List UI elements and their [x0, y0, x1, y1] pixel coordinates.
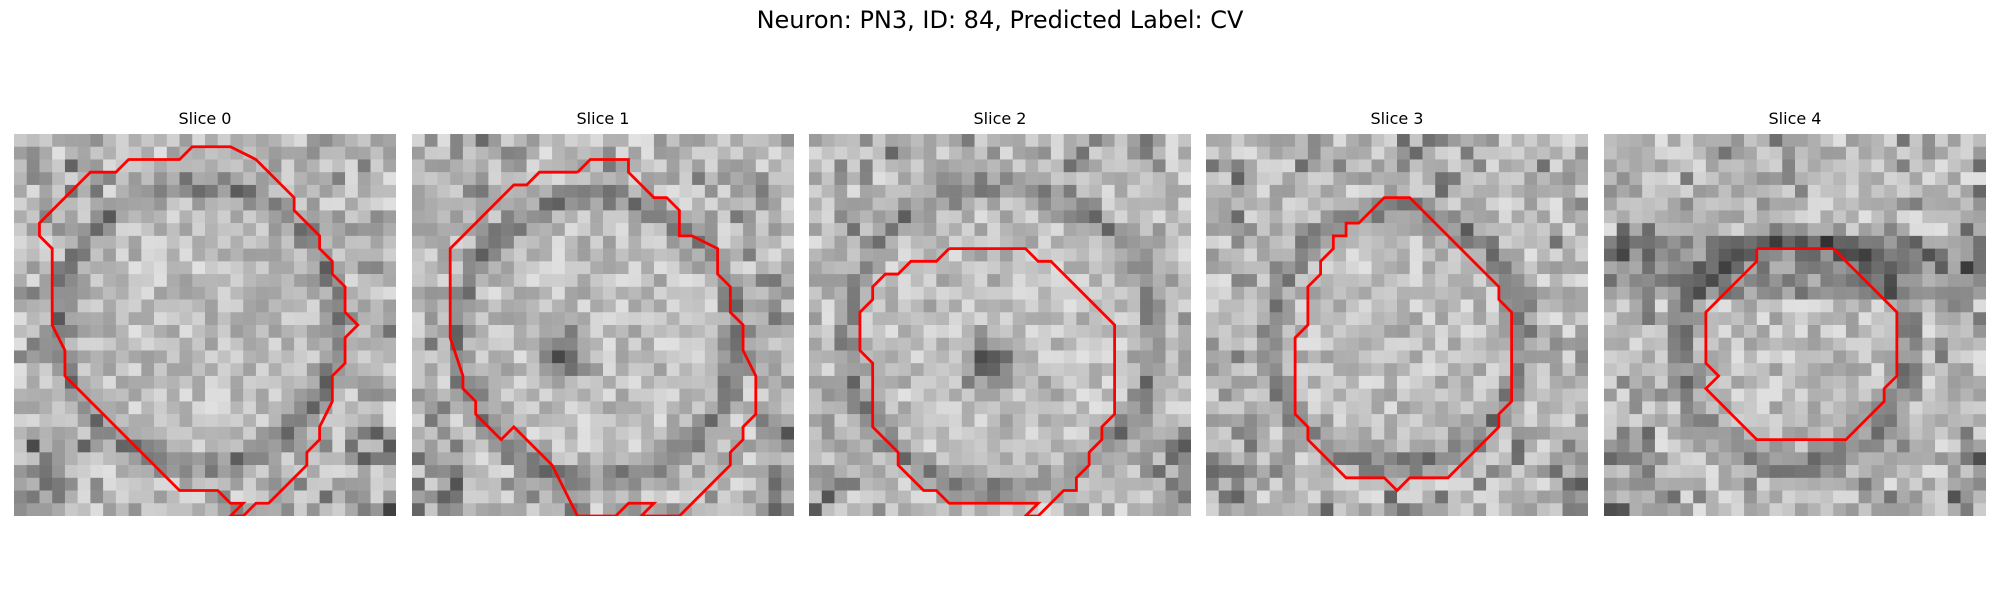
- slice-image-3: [1206, 134, 1588, 516]
- slice-title-2: Slice 2: [973, 109, 1027, 128]
- slice-title-4: Slice 4: [1768, 109, 1822, 128]
- slice-image-1: [412, 134, 794, 516]
- contour-1: [448, 158, 758, 516]
- contour-0: [38, 145, 360, 516]
- slice-title-0: Slice 0: [178, 109, 232, 128]
- contour-4: [1703, 247, 1899, 442]
- contour-3: [1293, 196, 1514, 493]
- slice-panel-0: Slice 0: [14, 108, 396, 516]
- slice-title-3: Slice 3: [1370, 109, 1424, 128]
- slice-panel-2: Slice 2: [809, 108, 1191, 516]
- slice-panel-1: Slice 1: [412, 108, 794, 516]
- contour-2: [858, 247, 1117, 516]
- slice-panel-4: Slice 4: [1604, 108, 1986, 516]
- slice-image-2: [809, 134, 1191, 516]
- slice-panel-3: Slice 3: [1206, 108, 1588, 516]
- figure-title: Neuron: PN3, ID: 84, Predicted Label: CV: [756, 6, 1244, 34]
- slice-title-1: Slice 1: [576, 109, 630, 128]
- slice-image-4: [1604, 134, 1986, 516]
- slice-image-0: [14, 134, 396, 516]
